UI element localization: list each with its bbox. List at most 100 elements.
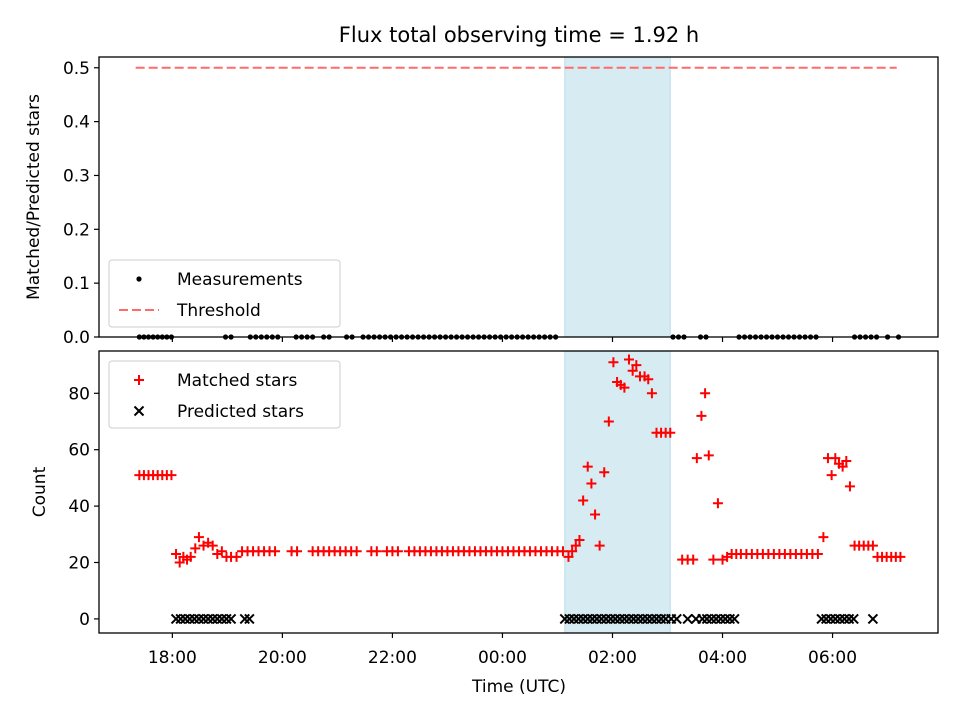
data-point: [671, 613, 682, 625]
data-point: [812, 549, 823, 560]
bottom-legend-box: [108, 360, 341, 429]
data-point: [189, 613, 200, 625]
top-ytick-label: 0.0: [63, 328, 90, 348]
data-point: [619, 382, 630, 393]
data-point: [642, 613, 653, 625]
data-point: [706, 613, 717, 625]
bottom-xtick-label: 00:00: [478, 648, 527, 668]
data-point: [212, 613, 223, 625]
bottom-xtick-label: 02:00: [588, 648, 637, 668]
data-point: [202, 613, 214, 625]
data-point: [825, 613, 836, 625]
data-point: [207, 613, 218, 625]
data-point: [563, 551, 574, 562]
data-point: [564, 613, 575, 625]
data-point: [848, 613, 859, 625]
bottom-legend: Matched stars Predicted stars: [108, 360, 341, 429]
data-point: [216, 546, 227, 557]
data-point: [708, 554, 719, 565]
data-point: [596, 613, 607, 625]
top-ytick-label: 0.3: [63, 166, 90, 186]
data-point: [371, 546, 382, 557]
bottom-xtick-label: 20:00: [258, 648, 307, 668]
data-point: [816, 613, 827, 625]
top-shaded-interval: [564, 56, 671, 338]
data-point: [292, 546, 303, 557]
data-point: [573, 613, 584, 625]
data-point: [720, 613, 731, 625]
data-point: [614, 613, 626, 625]
data-point: [834, 613, 846, 625]
data-point: [608, 357, 619, 368]
data-point: [591, 613, 603, 625]
data-point: [627, 365, 638, 376]
data-point: [710, 613, 722, 625]
data-point: [623, 354, 634, 365]
data-point: [590, 509, 601, 520]
bottom-xtick-label: 04:00: [698, 648, 747, 668]
data-point: [582, 613, 593, 625]
bottom-series-predicted-stars: [170, 613, 879, 625]
data-point: [703, 450, 714, 461]
top-ytick-label: 0.1: [63, 274, 90, 294]
data-point: [643, 374, 654, 385]
data-point: [844, 481, 855, 492]
data-point: [682, 613, 693, 625]
data-point: [830, 613, 841, 625]
data-point: [567, 546, 578, 557]
bottom-ytick-label: 60: [68, 441, 90, 461]
data-point: [587, 613, 598, 625]
data-point: [244, 613, 255, 625]
data-point: [577, 613, 589, 625]
data-point: [646, 388, 657, 399]
data-point: [594, 540, 605, 551]
data-point: [867, 613, 879, 625]
top-legend: Measurements Threshold: [108, 259, 341, 328]
data-point: [729, 613, 740, 625]
data-point: [216, 613, 228, 625]
bottom-xtick-label: 22:00: [368, 648, 417, 668]
bottom-xtick-label: 18:00: [148, 648, 197, 668]
data-point: [171, 549, 182, 560]
data-point: [646, 613, 658, 625]
data-point: [578, 495, 589, 506]
bottom-ytick-label: 80: [68, 384, 90, 404]
top-legend-marker: [136, 276, 142, 282]
data-point: [586, 478, 597, 489]
data-point: [603, 416, 614, 427]
data-point: [628, 613, 639, 625]
data-point: [818, 532, 829, 543]
data-point: [700, 388, 711, 399]
data-point: [605, 613, 616, 625]
data-point: [175, 613, 186, 625]
data-point: [351, 546, 362, 557]
data-point: [239, 613, 251, 625]
data-point: [665, 427, 676, 438]
top-legend-label: Threshold: [176, 301, 261, 321]
data-point: [691, 453, 702, 464]
top-legend-label: Measurements: [177, 270, 303, 290]
bottom-legend-marker: [133, 405, 145, 417]
top-ylabel: Matched/Predicted stars: [24, 94, 44, 300]
data-point: [270, 546, 281, 557]
figure-title: Flux total observing time = 1.92 h: [339, 23, 699, 47]
data-point: [651, 613, 662, 625]
data-point: [184, 613, 195, 625]
top-ytick-label: 0.4: [63, 113, 90, 133]
data-point: [179, 613, 191, 625]
data-point: [600, 613, 612, 625]
data-point: [867, 540, 878, 551]
top-panel: 0.0 0.1 0.2 0.3 0.4 0.5 Measurements Threshold: [63, 56, 939, 348]
data-point: [632, 613, 644, 625]
bottom-xtick-label: 06:00: [808, 648, 857, 668]
data-point: [570, 540, 581, 551]
data-point: [688, 554, 699, 565]
data-point: [166, 470, 177, 481]
data-point: [655, 613, 667, 625]
data-point: [559, 613, 571, 625]
data-point: [619, 613, 630, 625]
bottom-ytick-label: 40: [68, 497, 90, 517]
data-point: [231, 551, 242, 562]
